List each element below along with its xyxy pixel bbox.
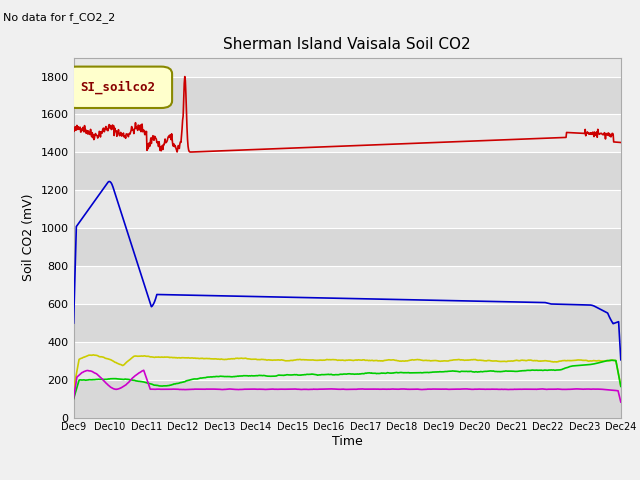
Bar — [74, 304, 621, 342]
Bar — [74, 380, 621, 418]
Bar — [74, 190, 621, 228]
Title: Sherman Island Vaisala Soil CO2: Sherman Island Vaisala Soil CO2 — [223, 37, 471, 52]
Bar — [74, 152, 621, 190]
FancyBboxPatch shape — [65, 67, 172, 108]
Text: No data for f_CO2_2: No data for f_CO2_2 — [3, 12, 115, 23]
Bar — [74, 266, 621, 304]
Y-axis label: Soil CO2 (mV): Soil CO2 (mV) — [22, 194, 35, 281]
Legend: CO2_1, CO2_3, CO2_4, CO2_5, CO2_6: CO2_1, CO2_3, CO2_4, CO2_5, CO2_6 — [134, 474, 560, 480]
Bar — [74, 76, 621, 114]
Text: SI_soilco2: SI_soilco2 — [80, 81, 155, 94]
Bar — [74, 114, 621, 152]
Bar — [74, 228, 621, 266]
X-axis label: Time: Time — [332, 435, 363, 448]
Bar — [74, 342, 621, 380]
